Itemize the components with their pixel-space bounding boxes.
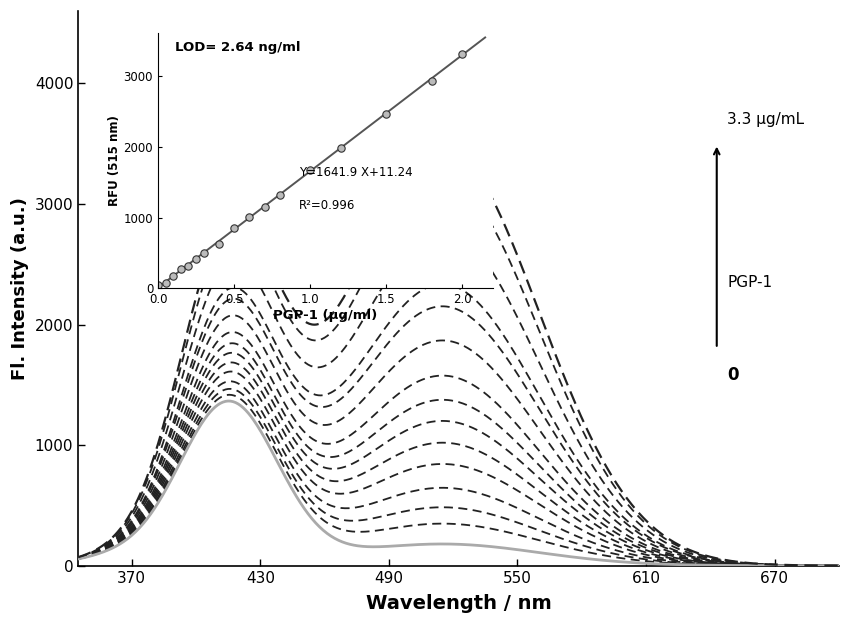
Text: PGP-1: PGP-1 <box>728 275 773 290</box>
Text: 3.3 μg/mL: 3.3 μg/mL <box>728 112 805 127</box>
Y-axis label: Fl. Intensity (a.u.): Fl. Intensity (a.u.) <box>11 197 29 380</box>
X-axis label: Wavelength / nm: Wavelength / nm <box>366 594 552 613</box>
Text: 0: 0 <box>728 366 739 384</box>
